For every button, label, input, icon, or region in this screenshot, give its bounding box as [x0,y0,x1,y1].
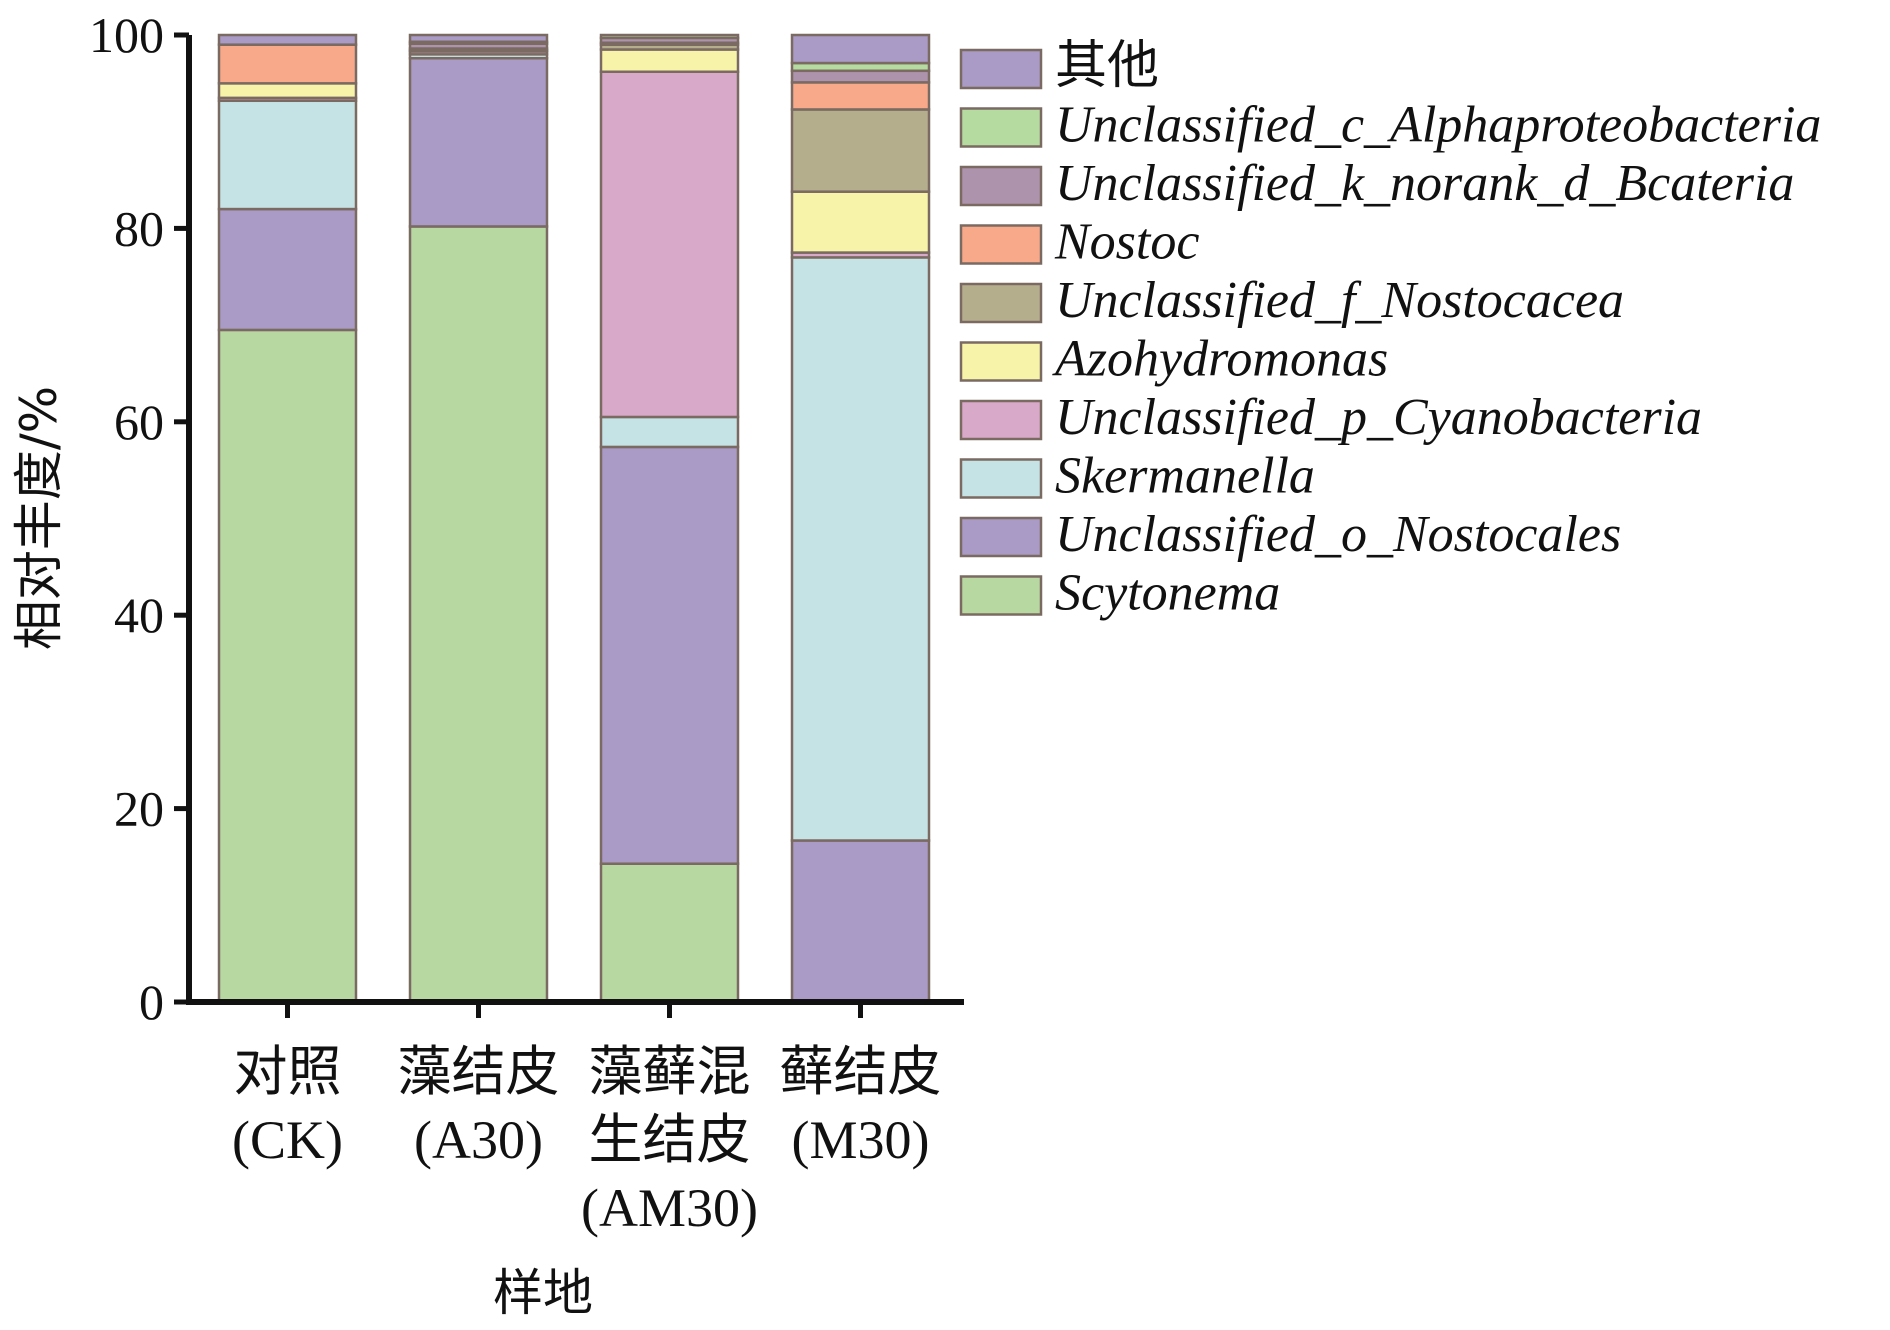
bar-segment-0-0 [217,328,358,1004]
bar-segment-3-1 [790,839,931,1004]
legend-swatch-9 [959,575,1043,616]
legend-label-2: Unclassified_k_norank_d_Bcateria [1055,155,1794,212]
y-tick-label-1: 20 [114,781,164,837]
x-category-label-2-1: 生结皮 [589,1108,751,1171]
bars-group [217,33,931,1004]
bar-segment-3-5 [790,108,931,193]
bar-segment-1-9 [408,33,549,44]
legend-swatch-1 [959,107,1043,148]
legend-label-5: Azohydromonas [1052,331,1388,388]
x-axis-title: 样地 [493,1264,593,1322]
bar-segment-2-3 [599,70,740,419]
bar-segment-2-4 [599,48,740,73]
bar-segment-3-9 [790,33,931,65]
legend-label-1: Unclassified_c_Alphaproteobacteria [1055,97,1821,154]
x-category-label-2-2: (AM30) [581,1178,758,1238]
bar-segment-2-2 [599,415,740,449]
x-category-label-1-1: (A30) [414,1110,543,1170]
y-tick-label-5: 100 [89,7,164,63]
legend-swatch-3 [959,224,1043,265]
legend-label-3: Nostoc [1054,214,1199,271]
legend-swatch-0 [959,48,1043,90]
y-axis-title: 相对丰度/% [10,386,68,650]
legend-label-9: Scytonema [1055,565,1280,622]
legend-swatch-5 [959,341,1043,382]
legend-label-7: Skermanella [1055,448,1315,505]
y-tick-label-3: 60 [114,394,164,450]
bar-segment-2-1 [599,445,740,865]
legend-swatch-8 [959,516,1043,558]
legend-label-0: 其他 [1055,36,1159,96]
bar-segment-0-9 [217,33,358,46]
x-category-label-0-0: 对照 [234,1040,342,1103]
y-tick-label-0: 0 [139,974,164,1030]
legend-label-6: Unclassified_p_Cyanobacteria [1055,389,1702,446]
y-ticks-group: 0 20 40 60 80 100 [89,7,189,1030]
bar-segment-1-1 [408,56,549,228]
legend-swatch-7 [959,458,1043,499]
x-category-label-2-0: 藻藓混 [589,1040,751,1103]
bar-segment-3-4 [790,190,931,254]
y-tick-label-2: 40 [114,587,164,643]
x-category-label-3-1: (M30) [792,1110,930,1170]
legend-swatch-6 [959,399,1043,441]
x-category-label-3-0: 藓结皮 [780,1040,942,1103]
x-category-label-0-1: (CK) [232,1110,343,1170]
bar-segment-2-8 [599,33,740,40]
legend: 其他Unclassified_c_AlphaproteobacteriaUncl… [959,36,1821,622]
bar-segment-0-4 [217,82,358,100]
x-category-label-1-0: 藻结皮 [398,1040,560,1103]
bar-segment-0-6 [217,43,358,85]
bar-segment-3-2 [790,256,931,842]
bar-segment-3-7 [790,69,931,84]
legend-swatch-4 [959,282,1043,324]
y-tick-label-4: 80 [114,200,164,256]
legend-label-8: Unclassified_o_Nostocales [1055,506,1621,563]
bar-segment-0-1 [217,207,358,332]
bar-segment-0-2 [217,99,358,211]
legend-swatch-2 [959,165,1043,207]
bar-segment-2-0 [599,862,740,1004]
axes-group [186,35,964,1005]
bar-segment-3-6 [790,81,931,111]
bar-segment-1-0 [408,225,549,1004]
legend-label-4: Unclassified_f_Nostocacea [1055,272,1624,329]
